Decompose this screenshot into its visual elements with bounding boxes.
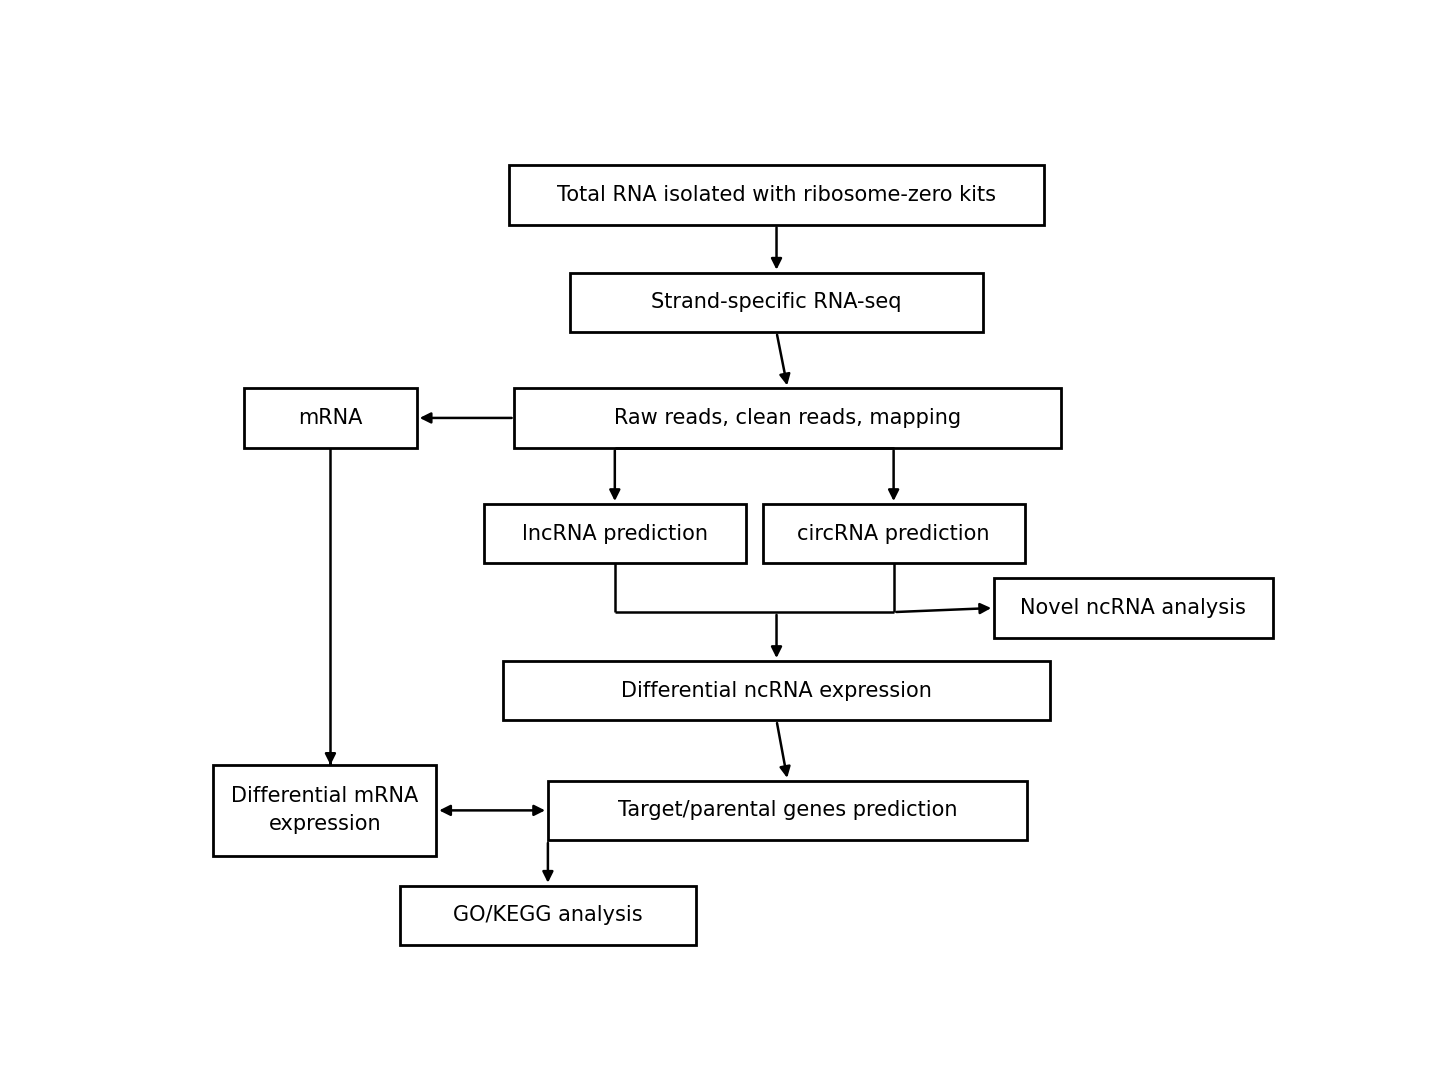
FancyBboxPatch shape xyxy=(504,661,1050,720)
Text: Total RNA isolated with ribosome-zero kits: Total RNA isolated with ribosome-zero ki… xyxy=(557,185,996,205)
Text: Strand-specific RNA-seq: Strand-specific RNA-seq xyxy=(652,292,902,312)
FancyBboxPatch shape xyxy=(994,578,1274,637)
FancyBboxPatch shape xyxy=(213,765,436,856)
FancyBboxPatch shape xyxy=(570,273,983,332)
FancyBboxPatch shape xyxy=(509,165,1045,224)
Text: lncRNA prediction: lncRNA prediction xyxy=(522,524,708,544)
Text: Differential ncRNA expression: Differential ncRNA expression xyxy=(622,680,932,701)
Text: circRNA prediction: circRNA prediction xyxy=(797,524,990,544)
Text: GO/KEGG analysis: GO/KEGG analysis xyxy=(453,906,643,925)
FancyBboxPatch shape xyxy=(548,781,1027,840)
Text: mRNA: mRNA xyxy=(298,408,363,428)
Text: Target/parental genes prediction: Target/parental genes prediction xyxy=(617,800,957,821)
Text: Raw reads, clean reads, mapping: Raw reads, clean reads, mapping xyxy=(614,408,961,428)
FancyBboxPatch shape xyxy=(400,885,695,945)
FancyBboxPatch shape xyxy=(515,388,1061,447)
FancyBboxPatch shape xyxy=(484,504,745,563)
FancyBboxPatch shape xyxy=(763,504,1025,563)
FancyBboxPatch shape xyxy=(245,388,417,447)
Text: Novel ncRNA analysis: Novel ncRNA analysis xyxy=(1020,598,1246,618)
Text: Differential mRNA
expression: Differential mRNA expression xyxy=(232,787,419,835)
